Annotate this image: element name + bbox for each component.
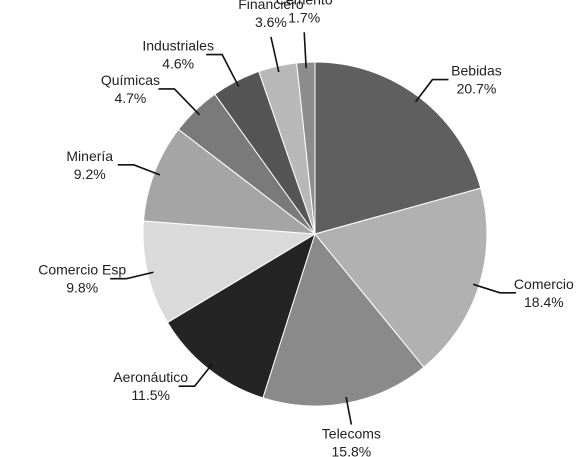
category-label: Químicas bbox=[101, 72, 160, 88]
leader-line bbox=[414, 78, 449, 103]
slice-label: Aeronáutico 11.5% bbox=[113, 363, 213, 403]
category-label: Telecoms bbox=[322, 426, 381, 442]
category-label: Industriales bbox=[142, 38, 214, 54]
leader-line bbox=[270, 36, 280, 73]
category-label: Comercio bbox=[514, 276, 574, 292]
leader-line bbox=[472, 283, 516, 294]
value-label: 18.4% bbox=[524, 294, 564, 310]
leader-line bbox=[117, 164, 161, 176]
slice-label: Comercio 18.4% bbox=[472, 276, 574, 310]
category-label: Bebidas bbox=[451, 63, 502, 79]
category-label: Minería bbox=[66, 148, 113, 164]
category-label: Aeronáutico bbox=[113, 369, 188, 385]
leader-line bbox=[206, 53, 240, 87]
leader-line bbox=[158, 88, 201, 116]
slice-label: Bebidas 20.7% bbox=[414, 63, 502, 103]
value-label: 4.6% bbox=[162, 56, 194, 72]
slice-label: Telecoms 15.8% bbox=[322, 396, 381, 457]
value-label: 9.8% bbox=[66, 280, 98, 296]
value-label: 9.2% bbox=[74, 166, 106, 182]
leader-line bbox=[178, 363, 213, 387]
value-label: 1.7% bbox=[288, 9, 320, 25]
category-label: Comercio Esp bbox=[38, 262, 126, 278]
slice-label: Industriales 4.6% bbox=[142, 38, 240, 87]
value-label: 11.5% bbox=[131, 387, 170, 403]
slice-label: Comercio Esp 9.8% bbox=[38, 262, 154, 296]
category-label: Financiero bbox=[238, 0, 304, 12]
value-label: 20.7% bbox=[457, 81, 497, 97]
slice-label: Financiero 3.6% bbox=[238, 0, 304, 73]
value-label: 4.7% bbox=[114, 90, 146, 106]
slice-label: Cemento 1.7% bbox=[276, 0, 333, 69]
value-label: 15.8% bbox=[332, 444, 372, 457]
category-label: Cemento bbox=[276, 0, 333, 7]
value-label: 3.6% bbox=[255, 14, 287, 30]
slice-label: Minería 9.2% bbox=[66, 148, 161, 182]
leader-line bbox=[110, 271, 154, 280]
slice-label: Químicas 4.7% bbox=[101, 72, 201, 116]
leader-line bbox=[345, 396, 353, 425]
leader-line bbox=[303, 32, 307, 69]
